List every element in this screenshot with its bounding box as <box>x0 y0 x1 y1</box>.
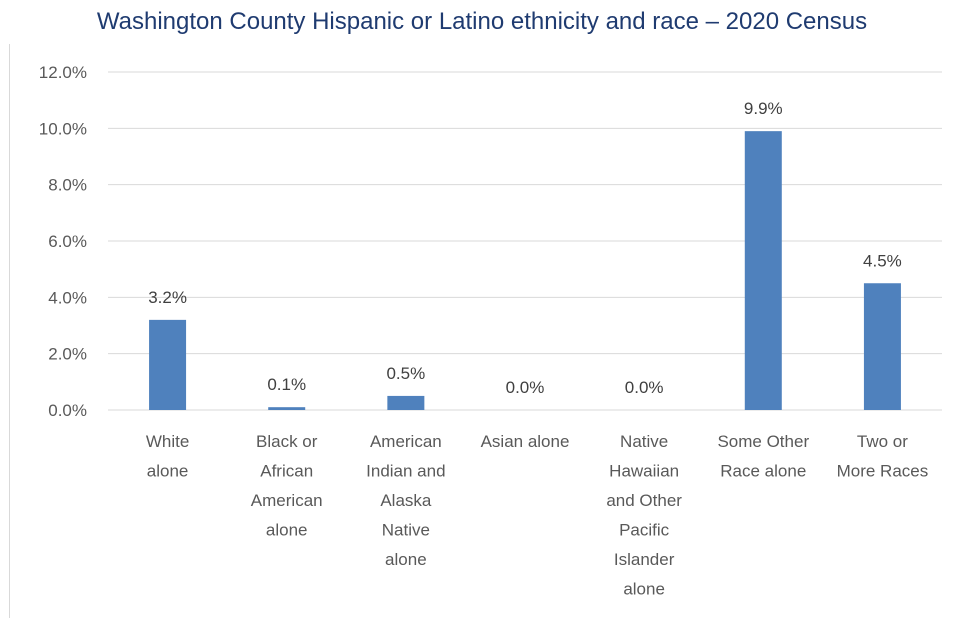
category-label: Asian alone <box>481 432 570 451</box>
bar <box>863 283 901 410</box>
gridlines <box>108 71 942 411</box>
category-label-line: Race alone <box>720 462 806 481</box>
y-tick-label: 4.0% <box>48 288 87 307</box>
category-label: Black or African American alone <box>251 432 323 540</box>
chart-frame <box>9 44 964 618</box>
data-label: 0.5% <box>386 364 425 383</box>
bar <box>744 131 782 410</box>
category-label-line: Indian and <box>366 462 445 481</box>
category-label-line: African <box>260 462 313 481</box>
data-label: 0.0% <box>506 378 545 397</box>
category-label: American Indian and Alaska Native alone <box>366 432 445 569</box>
data-label: 0.1% <box>267 375 306 394</box>
y-tick-label: 0.0% <box>48 401 87 420</box>
y-tick-label: 6.0% <box>48 232 87 251</box>
category-label-line: American <box>251 491 323 510</box>
bar <box>149 319 187 410</box>
y-tick-label: 2.0% <box>48 345 87 364</box>
data-label: 9.9% <box>744 99 783 118</box>
data-label: 3.2% <box>148 288 187 307</box>
category-label-line: Pacific <box>619 521 670 540</box>
category-label: Some Other Race alone <box>717 432 809 481</box>
data-labels: 3.2% 0.1% 0.5% 0.0% 0.0% 9.9% 4.5% <box>148 99 902 397</box>
category-label-line: Native <box>620 432 668 451</box>
category-label: Native Hawaiian and Other Pacific Islander al… <box>606 432 682 599</box>
y-tick-label: 12.0% <box>39 63 87 82</box>
category-label-line: Two or <box>857 432 908 451</box>
bars <box>149 131 901 410</box>
category-label-line: and Other <box>606 491 682 510</box>
chart-title: Washington County Hispanic or Latino eth… <box>96 8 868 35</box>
category-label-line: Asian alone <box>481 432 570 451</box>
category-label-line: Native <box>382 521 430 540</box>
category-label-line: alone <box>266 521 308 540</box>
category-label-line: Some Other <box>717 432 809 451</box>
bar <box>268 407 306 410</box>
category-label-line: More Races <box>837 462 929 481</box>
category-label-line: American <box>370 432 442 451</box>
category-label: White alone <box>146 432 189 481</box>
category-label-line: Alaska <box>380 491 432 510</box>
category-label-line: Hawaiian <box>609 462 679 481</box>
category-label-line: alone <box>623 580 665 599</box>
category-label-line: Black or <box>256 432 318 451</box>
y-tick-label: 8.0% <box>48 176 87 195</box>
bar <box>387 395 425 410</box>
y-tick-label: 10.0% <box>39 119 87 138</box>
y-axis-tick-labels: 0.0% 2.0% 4.0% 6.0% 8.0% 10.0% 12.0% <box>39 63 87 420</box>
category-label: Two or More Races <box>837 432 929 481</box>
data-label: 4.5% <box>863 251 902 270</box>
category-label-line: White <box>146 432 189 451</box>
category-label-line: Islander <box>614 550 675 569</box>
category-label-line: alone <box>147 462 189 481</box>
category-label-line: alone <box>385 550 427 569</box>
data-label: 0.0% <box>625 378 664 397</box>
